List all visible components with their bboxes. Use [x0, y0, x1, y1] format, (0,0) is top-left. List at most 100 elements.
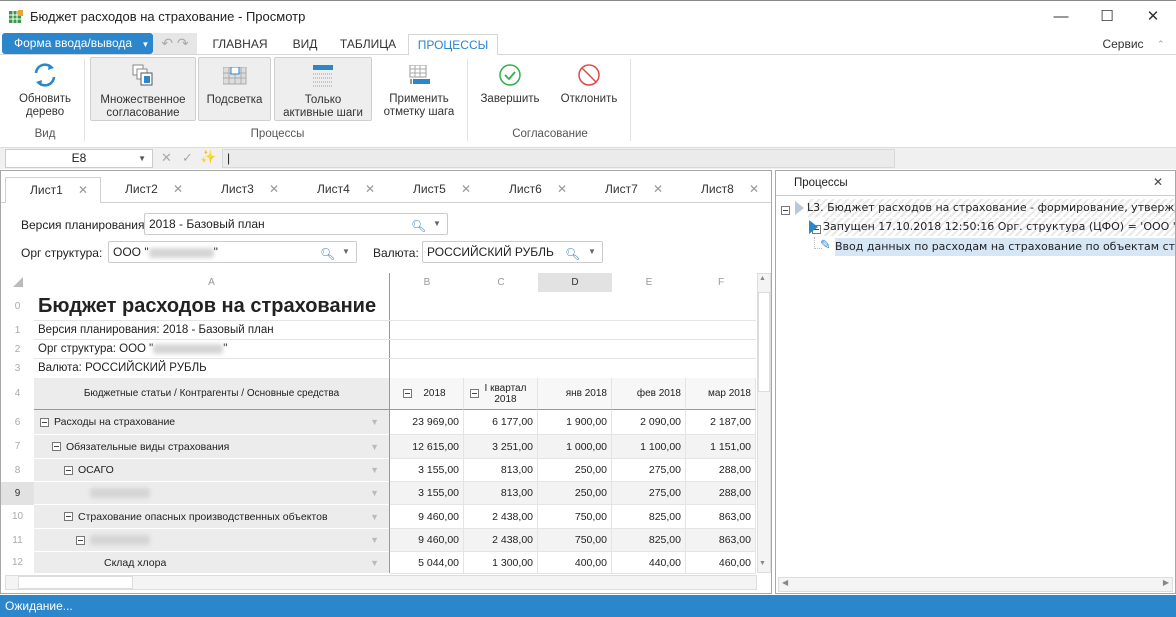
row-header[interactable]: 4	[14, 388, 21, 399]
close-tab-icon[interactable]: ✕	[749, 182, 760, 196]
collapse-icon[interactable]	[76, 535, 85, 545]
header-cell-f[interactable]: мар 2018	[686, 378, 756, 410]
version-combo[interactable]: 2018 - Базовый план 🔍︎ ▼	[144, 213, 448, 235]
close-tab-icon[interactable]: ✕	[653, 182, 664, 196]
table-row-label[interactable]: ▼	[34, 482, 389, 505]
collapse-icon[interactable]	[781, 206, 790, 215]
table-cell[interactable]: 825,00	[612, 505, 686, 529]
search-icon[interactable]: 🔍︎	[565, 247, 581, 261]
scrollbar-thumb[interactable]	[18, 576, 133, 589]
table-cell[interactable]: 825,00	[612, 529, 686, 552]
header-cell-b[interactable]: 2018	[390, 378, 464, 410]
table-cell[interactable]: 1 300,00	[464, 552, 538, 574]
header-cell-a[interactable]: Бюджетные статьи / Контрагенты / Основны…	[34, 378, 389, 410]
chevron-down-icon[interactable]: ▼	[342, 247, 350, 256]
row-header[interactable]: 3	[14, 363, 21, 374]
horizontal-scrollbar[interactable]: ◀ ▶	[778, 577, 1173, 592]
row-header[interactable]: 12	[11, 557, 24, 568]
close-tab-icon[interactable]: ✕	[269, 182, 280, 196]
tab-main[interactable]: ГЛАВНАЯ	[212, 37, 268, 51]
close-tab-icon[interactable]: ✕	[365, 182, 376, 196]
form-io-button[interactable]: Форма ввода/вывода ▼	[2, 33, 153, 54]
filter-icon[interactable]: ▼	[370, 488, 379, 498]
collapse-ribbon-icon[interactable]: ⌃	[1157, 39, 1165, 49]
close-pane-icon[interactable]: ✕	[1153, 175, 1164, 189]
header-cell-d[interactable]: янв 2018	[538, 378, 612, 410]
chevron-down-icon[interactable]: ▼	[433, 219, 441, 228]
search-icon[interactable]: 🔍︎	[320, 247, 336, 261]
collapse-icon[interactable]	[40, 417, 49, 427]
table-cell[interactable]: 5 044,00	[390, 552, 464, 574]
table-cell[interactable]: 9 460,00	[390, 529, 464, 552]
scroll-down-icon[interactable]: ▼	[759, 560, 766, 567]
close-tab-icon[interactable]: ✕	[78, 183, 89, 197]
refresh-tree-button[interactable]: Обновить дерево	[8, 57, 82, 121]
table-cell[interactable]: 813,00	[464, 482, 538, 505]
sheet-tab[interactable]: Лист7 ✕	[581, 177, 677, 201]
select-all-corner[interactable]	[13, 277, 23, 287]
header-cell-c[interactable]: I квартал 2018	[464, 378, 538, 410]
table-cell[interactable]: 750,00	[538, 505, 612, 529]
table-cell[interactable]: 250,00	[538, 482, 612, 505]
table-cell[interactable]: 2 187,00	[686, 410, 756, 435]
collapse-icon[interactable]	[64, 512, 73, 521]
close-tab-icon[interactable]: ✕	[557, 182, 568, 196]
table-cell[interactable]: 1 100,00	[612, 435, 686, 459]
table-cell[interactable]: 1 900,00	[538, 410, 612, 435]
sheet-tab[interactable]: Лист3 ✕	[197, 177, 293, 201]
table-cell[interactable]: 275,00	[612, 482, 686, 505]
table-cell[interactable]: 2 090,00	[612, 410, 686, 435]
table-cell[interactable]: 275,00	[612, 459, 686, 482]
org-combo[interactable]: ООО " " 🔍︎ ▼	[108, 241, 357, 263]
table-cell[interactable]: 250,00	[538, 459, 612, 482]
tree-item-process[interactable]: L3. Бюджет расходов на страхование - фор…	[807, 199, 1175, 217]
column-header[interactable]: C	[497, 277, 505, 288]
sheet-tab[interactable]: Лист2 ✕	[101, 177, 197, 201]
column-header[interactable]: E	[645, 277, 653, 288]
header-cell-e[interactable]: фев 2018	[612, 378, 686, 410]
row-header[interactable]: 9	[1, 482, 34, 505]
table-cell[interactable]: 750,00	[538, 529, 612, 552]
close-tab-icon[interactable]: ✕	[461, 182, 472, 196]
highlight-button[interactable]: Подсветка	[198, 57, 271, 121]
row-header[interactable]: 8	[14, 465, 21, 476]
table-cell[interactable]: 1 151,00	[686, 435, 756, 459]
filter-icon[interactable]: ▼	[370, 535, 379, 545]
chevron-down-icon[interactable]: ▼	[588, 247, 596, 256]
table-cell[interactable]: 2 438,00	[464, 505, 538, 529]
currency-combo[interactable]: РОССИЙСКИЙ РУБЛЬ 🔍︎ ▼	[422, 241, 603, 263]
column-header[interactable]: F	[717, 277, 725, 288]
complete-button[interactable]: Завершить	[474, 57, 546, 121]
tree-item-step[interactable]: Ввод данных по расходам на страхование п…	[835, 238, 1175, 256]
collapse-icon[interactable]	[64, 465, 73, 475]
multiple-approval-button[interactable]: Множественное согласование	[90, 57, 196, 121]
reject-button[interactable]: Отклонить	[552, 57, 626, 121]
table-row-label[interactable]: ОСАГО ▼	[34, 459, 389, 482]
table-cell[interactable]: 440,00	[612, 552, 686, 574]
table-cell[interactable]: 288,00	[686, 459, 756, 482]
table-cell[interactable]: 6 177,00	[464, 410, 538, 435]
tree-item-run[interactable]: Запущен 17.10.2018 12:50:16 Орг. структу…	[823, 218, 1175, 236]
table-row-label[interactable]: Обязательные виды страхования ▼	[34, 435, 389, 459]
table-cell[interactable]: 3 251,00	[464, 435, 538, 459]
close-window-button[interactable]: ✕	[1146, 8, 1160, 25]
vertical-scrollbar[interactable]: ▲ ▼	[757, 273, 771, 573]
formula-wizard-icon[interactable]: ✨	[200, 149, 217, 164]
table-row-label[interactable]: Расходы на страхование ▼	[34, 410, 389, 435]
table-row-label[interactable]: Склад хлора ▼	[34, 552, 389, 574]
confirm-icon[interactable]: ✓	[182, 150, 193, 165]
apply-step-mark-button[interactable]: Применить отметку шага	[378, 57, 460, 121]
row-header[interactable]: 10	[11, 511, 24, 522]
filter-icon[interactable]: ▼	[370, 465, 379, 475]
undo-icon[interactable]: ↶	[161, 35, 174, 51]
scroll-left-icon[interactable]: ◀	[782, 578, 789, 587]
filter-icon[interactable]: ▼	[370, 417, 379, 427]
table-cell[interactable]: 1 000,00	[538, 435, 612, 459]
cell-reference-box[interactable]: E8 ▼	[5, 149, 153, 168]
scroll-right-icon[interactable]: ▶	[1162, 578, 1169, 587]
row-header[interactable]: 1	[14, 325, 21, 336]
filter-icon[interactable]: ▼	[370, 511, 379, 522]
close-tab-icon[interactable]: ✕	[173, 182, 184, 196]
table-cell[interactable]: 400,00	[538, 552, 612, 574]
sheet-tab[interactable]: Лист8 ✕	[677, 177, 773, 201]
